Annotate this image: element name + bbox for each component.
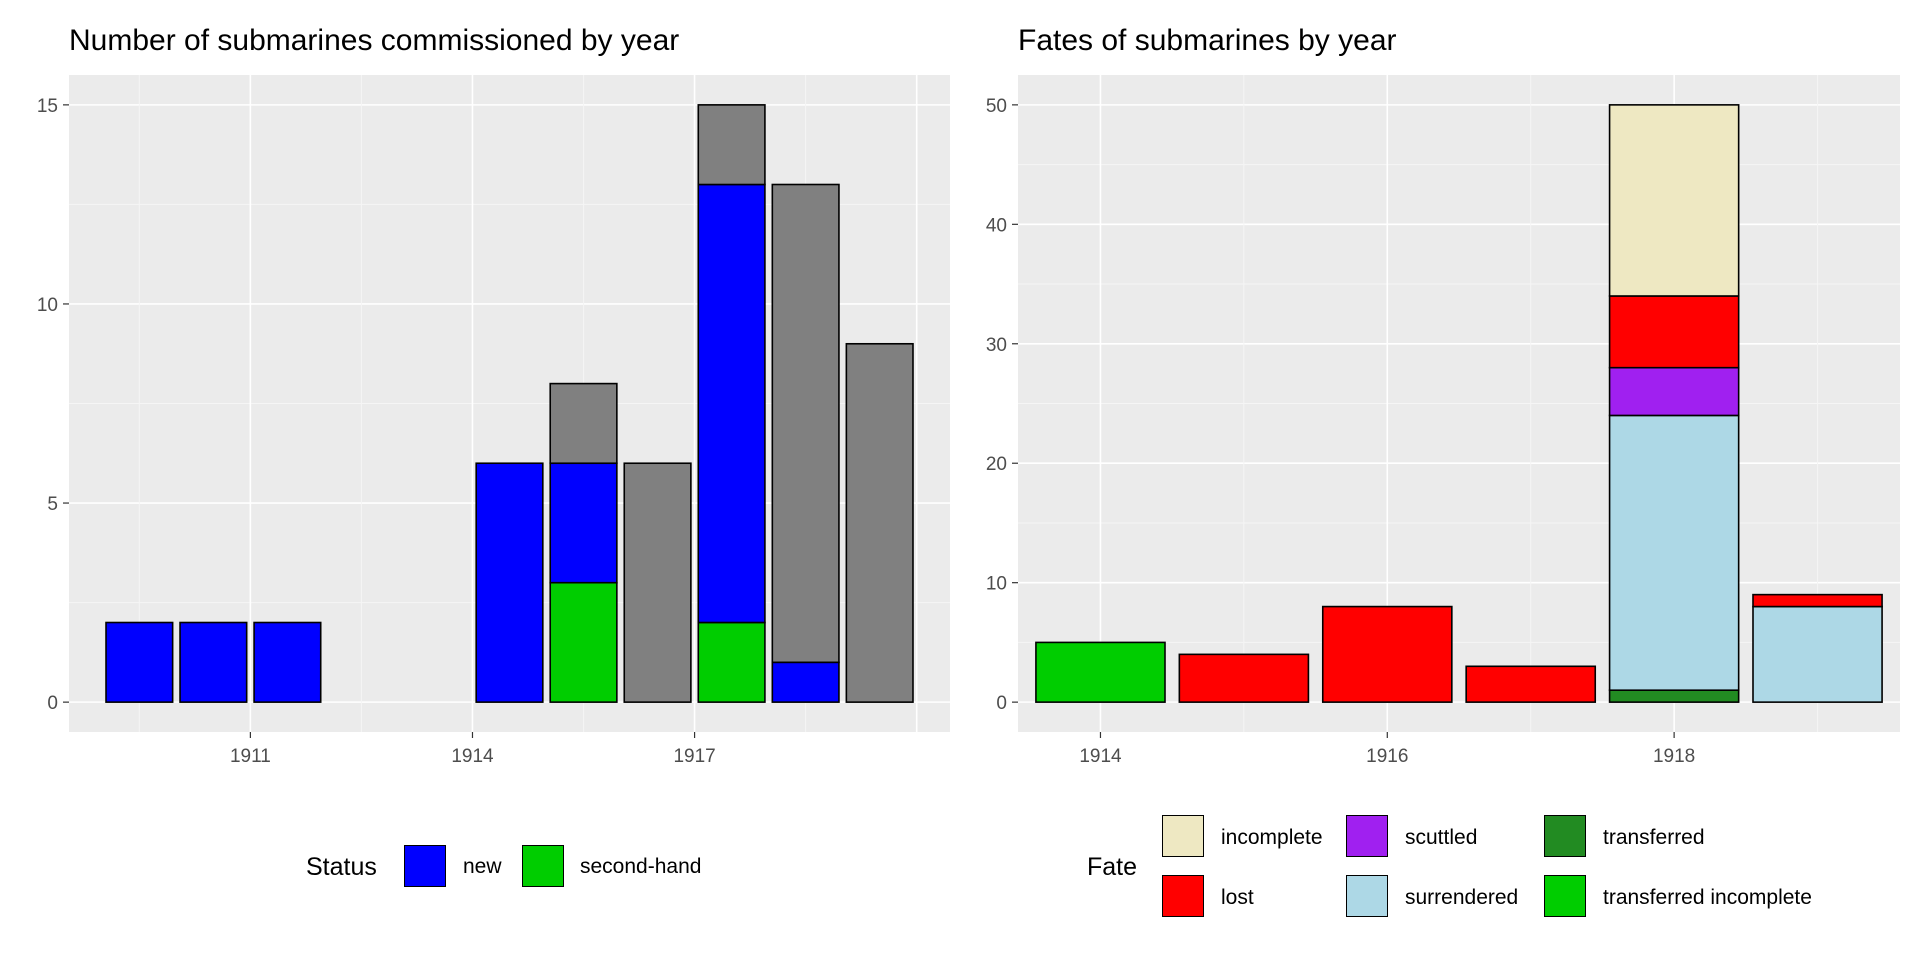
bar-other-8 — [845, 342, 914, 703]
bar-new-7 — [771, 661, 840, 703]
bar-new-4 — [549, 462, 618, 584]
x-tick-label: 1911 — [230, 746, 271, 767]
bar-lost-5 — [1752, 593, 1883, 608]
legend-title-fate: Fate — [1087, 853, 1138, 881]
legend-label-scuttled: scuttled — [1405, 826, 1478, 849]
legend-key-surrendered — [1346, 875, 1388, 917]
bar-other-4 — [549, 382, 618, 465]
bar-other-7 — [771, 183, 840, 664]
x-tick-label: 1914 — [451, 746, 494, 767]
bar-new-0 — [105, 621, 174, 703]
legend-key-transferred — [1544, 815, 1586, 857]
panel-0: 0 5 10 15 1911 1914 1917 — [37, 75, 950, 767]
bar-lost-3 — [1465, 665, 1597, 703]
bar-new-6 — [697, 183, 766, 624]
bar-incomplete-4 — [1608, 104, 1740, 297]
bar-lost-2 — [1321, 605, 1453, 703]
bar-transferred-4 — [1608, 689, 1740, 703]
chart-title-fates: Fates of submarines by year — [1018, 24, 1397, 57]
bar-scuttled-4 — [1608, 366, 1740, 417]
x-tick-label: 1914 — [1079, 746, 1122, 767]
y-tick-label: 10 — [986, 574, 1007, 595]
bar-transferred-incomplete-0 — [1035, 641, 1166, 703]
bar-new-3 — [475, 462, 544, 703]
legend-key-transferred-incomplete — [1544, 875, 1586, 917]
x-tick-label: 1917 — [673, 746, 715, 767]
y-tick-label: 50 — [986, 96, 1007, 117]
legend-label-lost: lost — [1221, 886, 1254, 909]
legend-label-new: new — [463, 855, 502, 878]
legend-label-transferred: transferred — [1603, 826, 1705, 849]
panel-1: 0 10 20 30 40 50 1914 1916 1918 — [986, 75, 1900, 767]
legend-title-status: Status — [306, 853, 377, 881]
legend-label-surrendered: surrendered — [1405, 886, 1519, 909]
x-tick-label: 1918 — [1653, 746, 1695, 767]
legend-label-incomplete: incomplete — [1221, 826, 1323, 849]
bar-other-6 — [697, 104, 766, 186]
legend-key-new — [404, 845, 446, 887]
legend-key-scuttled — [1346, 815, 1388, 857]
y-tick-label: 15 — [37, 96, 58, 117]
bar-new-2 — [253, 621, 322, 703]
legend-label-second-hand: second-hand — [580, 855, 702, 878]
bar-surrendered-5 — [1752, 605, 1883, 703]
bar-lost-4 — [1608, 295, 1740, 369]
y-tick-label: 20 — [986, 454, 1007, 475]
y-tick-label: 10 — [37, 295, 58, 316]
y-tick-label: 5 — [47, 494, 58, 515]
x-tick-label: 1916 — [1366, 746, 1408, 767]
y-tick-label: 0 — [996, 693, 1007, 714]
legend-key-second-hand — [522, 845, 564, 887]
legend-key-lost — [1162, 875, 1204, 917]
y-tick-label: 30 — [986, 335, 1007, 356]
legend-label-transferred-incomplete: transferred incomplete — [1603, 886, 1812, 909]
bar-second-hand-4 — [549, 581, 618, 703]
legend-key-incomplete — [1162, 815, 1204, 857]
bar-surrendered-4 — [1608, 414, 1740, 691]
chart-title-commissioned: Number of submarines commissioned by yea… — [69, 24, 680, 57]
bar-new-1 — [179, 621, 248, 703]
bar-other-5 — [623, 462, 692, 703]
y-tick-label: 40 — [986, 215, 1007, 236]
bar-second-hand-6 — [697, 621, 766, 703]
bar-lost-1 — [1178, 653, 1310, 703]
y-tick-label: 0 — [47, 693, 58, 714]
